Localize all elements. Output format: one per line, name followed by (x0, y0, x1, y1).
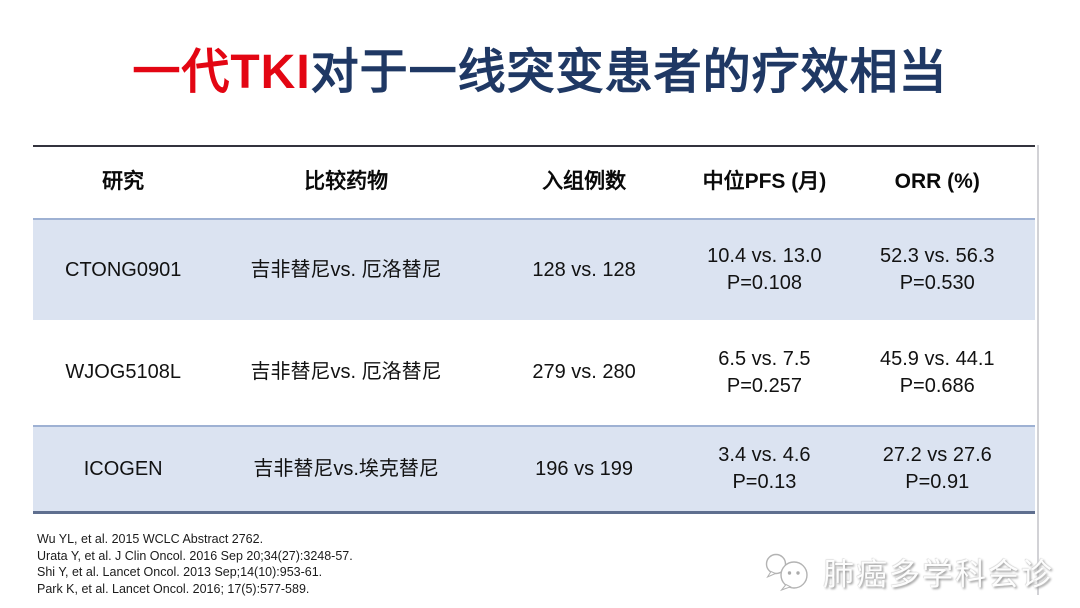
orr-value: 45.9 vs. 44.1 (880, 347, 995, 370)
watermark: 肺癌多学科会诊 (763, 549, 1054, 594)
orr-pvalue: P=0.91 (905, 471, 970, 493)
study-cell: CTONG0901 (65, 258, 182, 281)
orr-pvalue: P=0.686 (899, 374, 975, 397)
results-table: 研究 比较药物 入组例数 中位PFS (月) ORR (%) CTONG0901… (33, 145, 1035, 514)
table-row: ICOGEN 吉非替尼vs.埃克替尼 196 vs 199 3.4 vs. 4.… (33, 425, 1035, 511)
orr-cell: 45.9 vs. 44.1 P=0.686 (840, 346, 1035, 400)
pfs-value: 10.4 vs. 13.0 (707, 245, 822, 267)
study-cell: WJOG5108L (65, 361, 181, 383)
header-enrollment: 入组例数 (542, 170, 627, 194)
enrollment-cell: 279 vs. 280 (532, 361, 636, 383)
table-header-row: 研究 比较药物 入组例数 中位PFS (月) ORR (%) (33, 147, 1035, 218)
header-median-pfs: 中位PFS (月) (702, 170, 827, 194)
drugs-cell: 吉非替尼vs. 厄洛替尼 (250, 258, 442, 281)
pfs-pvalue: P=0.13 (732, 471, 797, 493)
pfs-pvalue: P=0.257 (726, 374, 802, 397)
orr-cell: 27.2 vs 27.6 P=0.91 (840, 442, 1035, 496)
study-cell: ICOGEN (83, 457, 163, 480)
pfs-pvalue: P=0.108 (726, 272, 802, 294)
reference-list: Wu YL, et al. 2015 WCLC Abstract 2762. U… (37, 531, 353, 597)
reference-item: Shi Y, et al. Lancet Oncol. 2013 Sep;14(… (37, 565, 323, 579)
pfs-value: 6.5 vs. 7.5 (718, 347, 811, 370)
reference-item: Park K, et al. Lancet Oncol. 2016; 17(5)… (37, 581, 310, 596)
header-study: 研究 (102, 170, 145, 194)
enrollment-cell: 196 vs 199 (535, 457, 633, 480)
orr-pvalue: P=0.530 (899, 272, 975, 294)
orr-cell: 52.3 vs. 56.3 P=0.530 (840, 243, 1035, 297)
header-orr: ORR (%) (894, 170, 980, 194)
drugs-cell: 吉非替尼vs.埃克替尼 (253, 457, 439, 480)
page-title: 一代TKI对于一线突变患者的疗效相当 (0, 44, 1080, 102)
table-row: CTONG0901 吉非替尼vs. 厄洛替尼 128 vs. 128 10.4 … (33, 218, 1035, 320)
pfs-cell: 6.5 vs. 7.5 P=0.257 (689, 346, 839, 400)
watermark-label: 肺癌多学科会诊 (823, 557, 1054, 592)
table-row: WJOG5108L 吉非替尼vs. 厄洛替尼 279 vs. 280 6.5 v… (33, 320, 1035, 425)
header-drugs: 比较药物 (304, 170, 389, 194)
enrollment-cell: 128 vs. 128 (532, 258, 636, 281)
right-edge-line (1037, 145, 1039, 595)
orr-value: 27.2 vs 27.6 (882, 444, 992, 466)
pfs-value: 3.4 vs. 4.6 (718, 444, 811, 466)
title-highlight: 一代TKI (132, 46, 311, 99)
wechat-chat-bubbles-icon (765, 553, 808, 591)
title-main: 对于一线突变患者的疗效相当 (310, 46, 948, 99)
reference-item: Urata Y, et al. J Clin Oncol. 2016 Sep 2… (37, 548, 353, 563)
pfs-cell: 10.4 vs. 13.0 P=0.108 (689, 243, 839, 297)
pfs-cell: 3.4 vs. 4.6 P=0.13 (689, 442, 839, 496)
orr-value: 52.3 vs. 56.3 (880, 245, 995, 267)
reference-item: Wu YL, et al. 2015 WCLC Abstract 2762. (37, 532, 264, 546)
drugs-cell: 吉非替尼vs. 厄洛替尼 (250, 361, 442, 383)
